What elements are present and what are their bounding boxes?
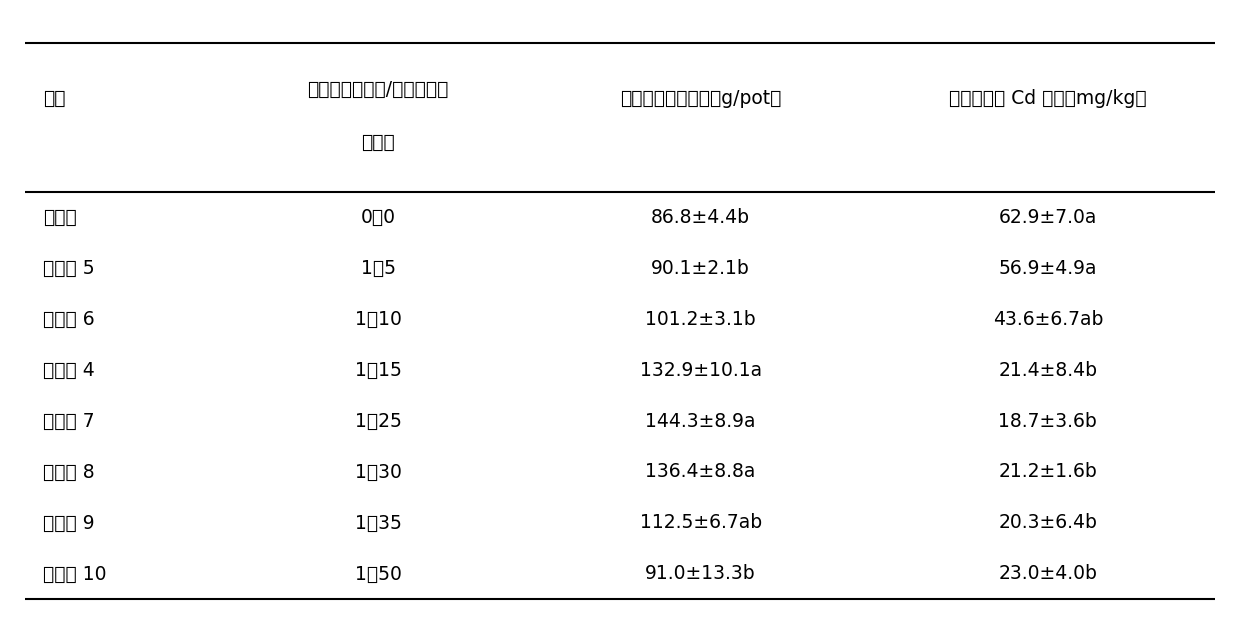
Text: 1：15: 1：15 <box>355 360 402 379</box>
Text: 实施例 5: 实施例 5 <box>43 258 95 277</box>
Text: 1：30: 1：30 <box>355 462 402 481</box>
Text: 1：35: 1：35 <box>355 514 402 533</box>
Text: 茼蒿地上部 Cd 含量（mg/kg）: 茼蒿地上部 Cd 含量（mg/kg） <box>949 90 1147 108</box>
Text: 实施例 10: 实施例 10 <box>43 564 107 583</box>
Text: 项目: 项目 <box>43 90 66 108</box>
Text: 质量比: 质量比 <box>361 133 396 151</box>
Text: 43.6±6.7ab: 43.6±6.7ab <box>992 310 1104 329</box>
Text: 20.3±6.4b: 20.3±6.4b <box>998 514 1097 533</box>
Text: 对照组: 对照组 <box>43 208 77 227</box>
Text: 1：5: 1：5 <box>361 258 396 277</box>
Text: 90.1±2.1b: 90.1±2.1b <box>651 258 750 277</box>
Text: 101.2±3.1b: 101.2±3.1b <box>645 310 756 329</box>
Text: 实施例 6: 实施例 6 <box>43 310 95 329</box>
Text: 实施例 7: 实施例 7 <box>43 412 95 431</box>
Text: 1：10: 1：10 <box>355 310 402 329</box>
Text: 1：50: 1：50 <box>355 564 402 583</box>
Text: 21.2±1.6b: 21.2±1.6b <box>998 462 1097 481</box>
Text: 实施例 8: 实施例 8 <box>43 462 95 481</box>
Text: 0：0: 0：0 <box>361 208 396 227</box>
Text: 23.0±4.0b: 23.0±4.0b <box>998 564 1097 583</box>
Text: 实施例 9: 实施例 9 <box>43 514 95 533</box>
Text: 21.4±8.4b: 21.4±8.4b <box>998 360 1097 379</box>
Text: 碱性添加物与农/工业废弃物: 碱性添加物与农/工业废弃物 <box>308 80 449 99</box>
Text: 56.9±4.9a: 56.9±4.9a <box>998 258 1097 277</box>
Text: 136.4±8.8a: 136.4±8.8a <box>645 462 756 481</box>
Text: 18.7±3.6b: 18.7±3.6b <box>998 412 1097 431</box>
Text: 144.3±8.9a: 144.3±8.9a <box>645 412 756 431</box>
Text: 实施例 4: 实施例 4 <box>43 360 95 379</box>
Text: 86.8±4.4b: 86.8±4.4b <box>651 208 750 227</box>
Text: 茼蒿生物量（鲜样，g/pot）: 茼蒿生物量（鲜样，g/pot） <box>620 90 781 108</box>
Text: 91.0±13.3b: 91.0±13.3b <box>645 564 756 583</box>
Text: 1：25: 1：25 <box>355 412 402 431</box>
Text: 132.9±10.1a: 132.9±10.1a <box>640 360 761 379</box>
Text: 112.5±6.7ab: 112.5±6.7ab <box>640 514 761 533</box>
Text: 62.9±7.0a: 62.9±7.0a <box>998 208 1097 227</box>
